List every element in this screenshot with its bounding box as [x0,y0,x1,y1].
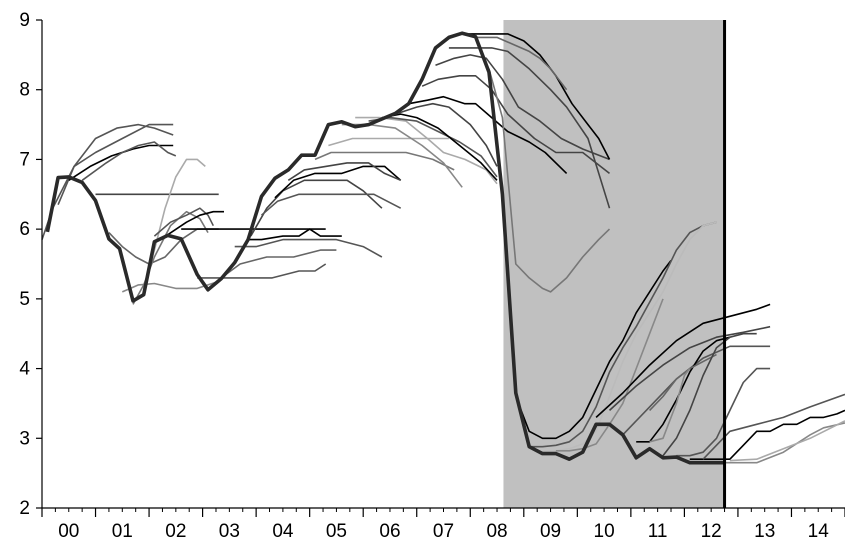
forecast-line-49 [716,422,845,464]
forecast-line-14 [220,249,337,279]
x-tick-label-08: 08 [486,521,507,542]
x-tick-label-07: 07 [433,521,454,542]
forecast-line-4 [81,141,177,181]
forecast-line-46 [649,368,691,443]
forecast-line-11 [167,210,224,236]
forecast-line-16 [248,228,342,241]
x-tick-label-04: 04 [272,521,294,542]
forecast-line-8 [132,210,209,305]
actual-rate-line [45,31,725,465]
y-tick-label-3: 3 [19,428,30,449]
forecast-line-13 [197,263,327,279]
x-tick-label-06: 06 [379,521,400,542]
forecast-line-30 [435,54,610,161]
forecast-line-2 [57,123,174,206]
forecast-line-35 [515,260,672,440]
y-tick-label-8: 8 [19,80,30,101]
y-tick-label-2: 2 [19,498,30,519]
forecast-line-22 [328,137,449,147]
forecast-line-24 [355,116,498,185]
forecast-line-47 [689,409,845,460]
forecast-line-43 [649,353,717,411]
forecast-line-27 [395,102,498,167]
forecast-line-19 [274,165,402,199]
forecast-line-21 [314,151,455,171]
x-tick-label-00: 00 [58,521,79,542]
y-tick-label-6: 6 [19,219,30,240]
axes [36,19,845,517]
actual-rate-path [45,31,725,465]
forecast-line-41 [622,345,771,436]
forecast-line-18 [260,193,402,216]
x-tick-label-14: 14 [808,521,830,542]
y-tick-label-5: 5 [19,289,30,310]
forecast-line-3 [68,144,174,181]
forecast-line-31 [448,47,611,209]
y-tick-label-4: 4 [19,359,30,380]
x-tick-label-12: 12 [701,521,722,542]
x-tick-label-03: 03 [219,521,240,542]
forecast-line-42 [636,336,731,443]
x-tick-label-02: 02 [165,521,186,542]
x-tick-label-13: 13 [754,521,775,542]
forecast-line-7 [121,280,219,293]
forecast-line-39 [595,303,771,418]
forecast-line-36 [529,221,717,448]
x-tick-label-10: 10 [594,521,615,542]
x-tick-label-11: 11 [648,521,668,542]
forecast-line-17 [250,179,383,237]
forecast-line-40 [608,325,771,411]
forecast-line-50 [729,420,845,462]
x-tick-label-01: 01 [112,521,133,542]
forecast-line-28 [408,95,568,174]
forecast-line-26 [381,113,498,181]
y-tick-label-7: 7 [19,149,30,170]
forecast-line-29 [421,75,610,175]
y-tick-labels: 2 3 4 5 6 7 8 9 [19,10,30,519]
forecast-line-20 [287,162,402,182]
forecast-line-44 [662,332,757,457]
x-tick-labels: 00 01 02 03 04 05 06 07 08 09 10 11 12 13 14 [58,521,829,542]
forecast-line-37 [542,221,717,452]
forecast-line-6 [108,228,219,265]
x-tick-label-05: 05 [326,521,347,542]
forecast-line-33 [475,36,568,91]
forecast-line-15 [234,238,383,258]
forecast-line-34 [488,68,611,293]
forecast-line-10 [153,207,215,237]
x-tick-label-09: 09 [540,521,561,542]
forecast-line-25 [368,116,498,178]
y-tick-label-9: 9 [19,10,30,31]
